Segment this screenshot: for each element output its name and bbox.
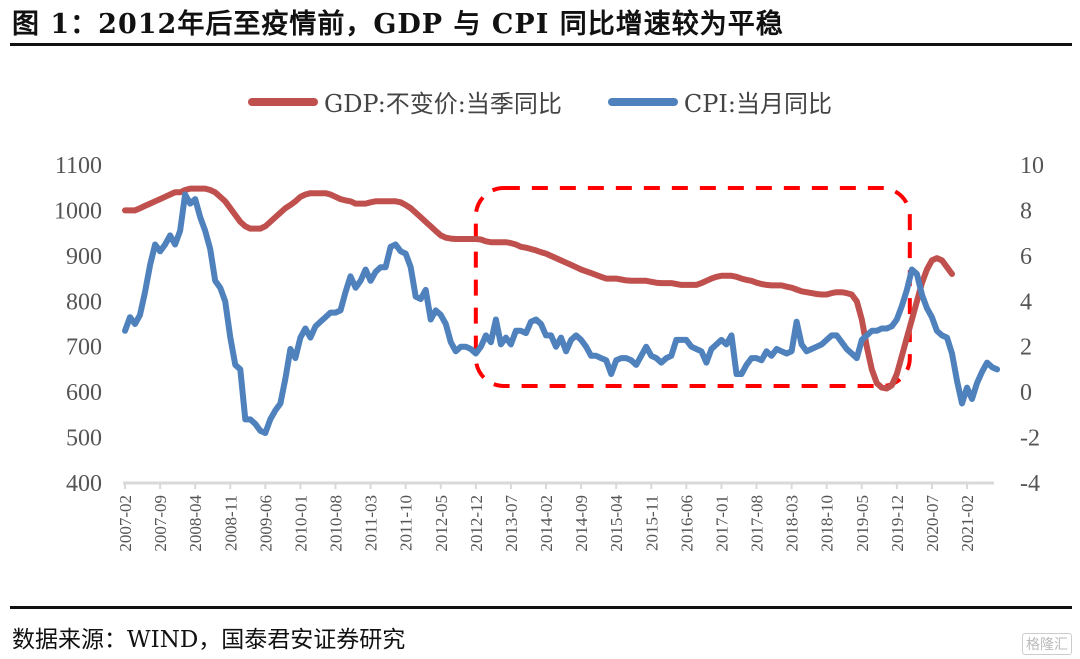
right-tick-label: -2 <box>1020 426 1040 452</box>
x-tick-label: 2019-05 <box>853 495 872 552</box>
x-tick-label: 2017-01 <box>712 495 731 552</box>
x-axis: 2007-02 2007-09 2008-04 2008-11 2009-06 2010-… <box>116 481 995 552</box>
highlight-box-rect <box>473 186 912 388</box>
x-tick-label: 2016-06 <box>677 495 696 552</box>
x-tick-label: 2012-05 <box>432 495 451 552</box>
x-tick-label: 2010-01 <box>291 495 310 552</box>
right-tick-label: 10 <box>1020 153 1044 179</box>
left-tick-label: 700 <box>66 335 102 361</box>
legend-swatch-gdp <box>248 97 319 106</box>
right-tick-label: 6 <box>1020 244 1032 270</box>
chart-plot: 400 500 600 700 800 900 1000 1100 -4 -2 0 2 4 6 8 10 2… <box>54 153 1044 552</box>
title-rule <box>10 43 1072 46</box>
watermark: 格隆汇 <box>1022 633 1072 655</box>
left-tick-label: 600 <box>66 380 102 406</box>
left-tick-label: 800 <box>66 289 102 315</box>
right-tick-label: 4 <box>1020 289 1032 315</box>
x-tick-label: 2007-02 <box>116 495 135 552</box>
x-tick-label: 2018-10 <box>818 495 837 552</box>
legend-item-gdp: GDP:不变价:当季同比 <box>248 84 562 119</box>
cpi-line <box>122 191 1001 436</box>
gdp-line <box>122 185 955 392</box>
x-tick-label: 2013-07 <box>502 495 521 552</box>
series-lines <box>122 185 1001 436</box>
legend-item-cpi: CPI:当月同比 <box>607 84 832 119</box>
right-tick-label: -4 <box>1020 471 1040 497</box>
x-tick-label: 2015-04 <box>607 495 626 552</box>
left-tick-label: 400 <box>66 471 102 497</box>
left-tick-label: 1100 <box>55 153 102 179</box>
x-tick-label: 2015-11 <box>642 495 661 551</box>
x-tick-label: 2008-04 <box>186 495 205 552</box>
left-tick-label: 900 <box>66 244 102 270</box>
x-tick-label: 2020-07 <box>923 495 942 552</box>
x-tick-label: 2014-02 <box>537 495 556 552</box>
legend-label-gdp: GDP:不变价:当季同比 <box>324 90 562 118</box>
x-tick-label: 2014-09 <box>572 495 591 552</box>
x-tick-label: 2011-03 <box>362 495 381 551</box>
figure-title: 图 1：2012年后至疫情前，GDP 与 CPI 同比增速较为平稳 <box>12 9 784 40</box>
right-tick-label: 2 <box>1020 335 1032 361</box>
right-tick-label: 0 <box>1020 380 1032 406</box>
x-tick-label: 2021-02 <box>958 495 977 552</box>
left-axis: 400 500 600 700 800 900 1000 1100 <box>54 153 102 497</box>
right-axis: -4 -2 0 2 4 6 8 10 <box>1020 153 1044 497</box>
x-tick-label: 2007-09 <box>151 495 170 552</box>
source-rule <box>10 606 1072 609</box>
left-tick-label: 1000 <box>54 198 102 224</box>
right-tick-label: 8 <box>1020 198 1032 224</box>
source-note: 数据来源：WIND，国泰君安证券研究 <box>12 627 406 653</box>
x-tick-label: 2010-08 <box>327 495 346 552</box>
left-tick-label: 500 <box>66 426 102 452</box>
x-tick-label: 2017-08 <box>748 495 767 552</box>
chart-legend: GDP:不变价:当季同比 CPI:当月同比 <box>0 84 1080 119</box>
legend-swatch-cpi <box>607 97 678 106</box>
x-tick-label: 2011-10 <box>397 495 416 551</box>
x-tick-label: 2012-12 <box>467 495 486 552</box>
x-tick-label: 2008-11 <box>221 495 240 551</box>
highlight-box <box>473 186 912 388</box>
x-tick-label: 2018-03 <box>783 495 802 552</box>
x-tick-label: 2009-06 <box>256 495 275 552</box>
x-tick-label: 2019-12 <box>888 495 907 552</box>
legend-label-cpi: CPI:当月同比 <box>683 90 832 118</box>
